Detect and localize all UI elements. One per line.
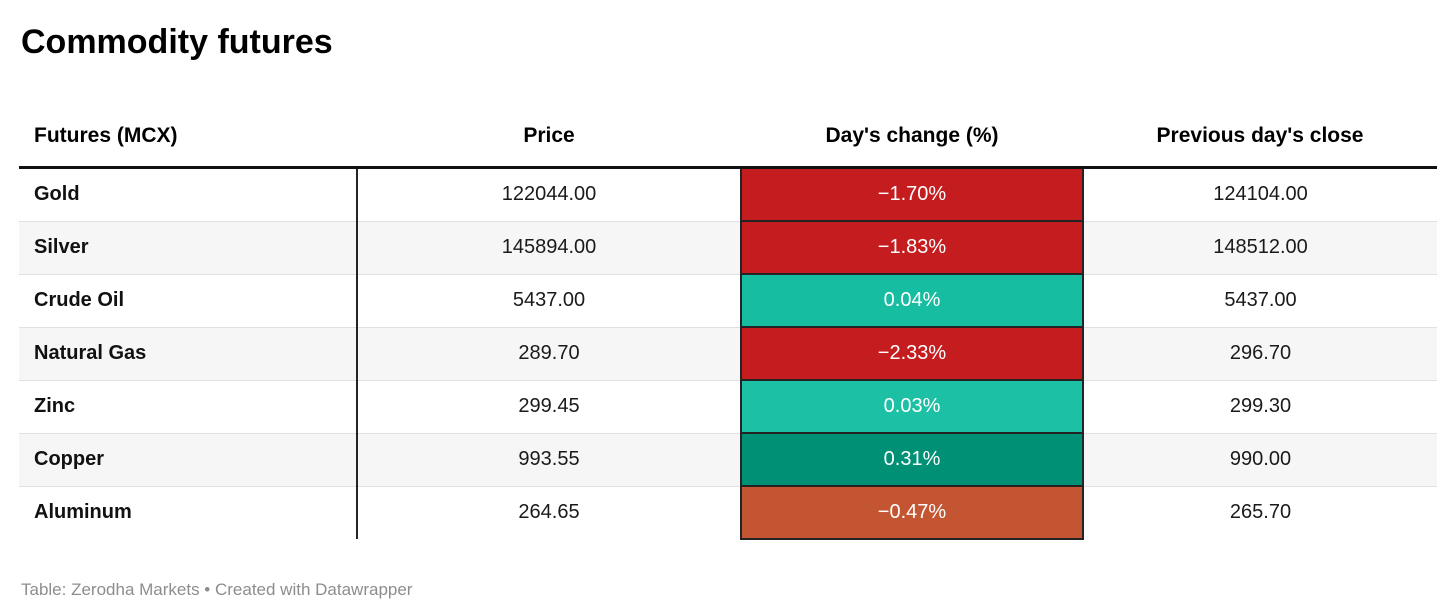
cell-prev-close: 148512.00	[1082, 220, 1437, 274]
cell-price: 289.70	[356, 326, 741, 380]
cell-futures-name: Gold	[34, 183, 80, 206]
cell-day-change: −1.70%	[740, 166, 1083, 221]
table-body: Gold 122044.00 −1.70% 124104.00 Silver 1…	[19, 166, 1437, 540]
table-source-note: Table: Zerodha Markets • Created with Da…	[21, 580, 413, 599]
cell-futures-name: Copper	[19, 432, 357, 486]
table-row-copper: Copper 993.55 0.31% 990.00	[19, 432, 1437, 486]
cell-price: 299.45	[356, 379, 741, 433]
cell-price: 264.65	[356, 485, 741, 539]
cell-prev-close: 124104.00	[1082, 167, 1437, 221]
table-row-aluminum: Aluminum 264.65 −0.47% 265.70	[19, 485, 1437, 540]
header-row: Futures (MCX) Price Day's change (%) Pre…	[19, 105, 1437, 169]
cell-day-change: −2.33%	[740, 326, 1083, 380]
cell-day-change: −0.47%	[740, 485, 1083, 540]
page-title: Commodity futures	[21, 23, 333, 61]
table-row-crude-oil: Crude Oil 5437.00 0.04% 5437.00	[19, 273, 1437, 327]
col-header-price: Price	[357, 105, 741, 169]
cell-day-change: 0.04%	[740, 273, 1083, 327]
cell-prev-close: 296.70	[1082, 326, 1437, 380]
cell-price: 122044.00	[356, 167, 741, 221]
cell-price: 5437.00	[356, 273, 741, 327]
cell-prev-close: 5437.00	[1082, 273, 1437, 327]
table-row-silver: Silver 145894.00 −1.83% 148512.00	[19, 220, 1437, 274]
cell-prev-close: 265.70	[1082, 485, 1437, 539]
cell-price: 993.55	[356, 432, 741, 486]
cell-day-change: 0.31%	[740, 432, 1083, 486]
cell-prev-close: 299.30	[1082, 379, 1437, 433]
col-header-day-change: Day's change (%)	[741, 105, 1083, 169]
cell-price: 145894.00	[356, 220, 741, 274]
col-header-futures: Futures (MCX)	[19, 105, 357, 169]
commodity-futures-table: Futures (MCX) Price Day's change (%) Pre…	[19, 105, 1437, 540]
table-row-gold: Gold 122044.00 −1.70% 124104.00	[19, 166, 1437, 221]
cell-day-change: 0.03%	[740, 379, 1083, 433]
cell-futures-name: Zinc	[19, 379, 357, 433]
col-header-prev-close: Previous day's close	[1083, 105, 1437, 169]
cell-futures-name: Crude Oil	[19, 273, 357, 327]
cell-futures-name: Aluminum	[19, 485, 357, 539]
cell-day-change: −1.83%	[740, 220, 1083, 274]
table-row-zinc: Zinc 299.45 0.03% 299.30	[19, 379, 1437, 433]
table-header: Futures (MCX) Price Day's change (%) Pre…	[19, 105, 1437, 169]
cell-futures-name: Natural Gas	[19, 326, 357, 380]
table-row-natural-gas: Natural Gas 289.70 −2.33% 296.70	[19, 326, 1437, 380]
cell-prev-close: 990.00	[1082, 432, 1437, 486]
cell-futures-name: Silver	[19, 220, 357, 274]
